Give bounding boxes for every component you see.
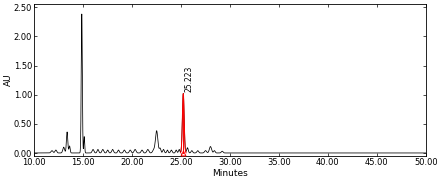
Text: 25.223: 25.223 — [185, 66, 194, 92]
X-axis label: Minutes: Minutes — [212, 169, 248, 178]
Y-axis label: AU: AU — [4, 74, 12, 87]
